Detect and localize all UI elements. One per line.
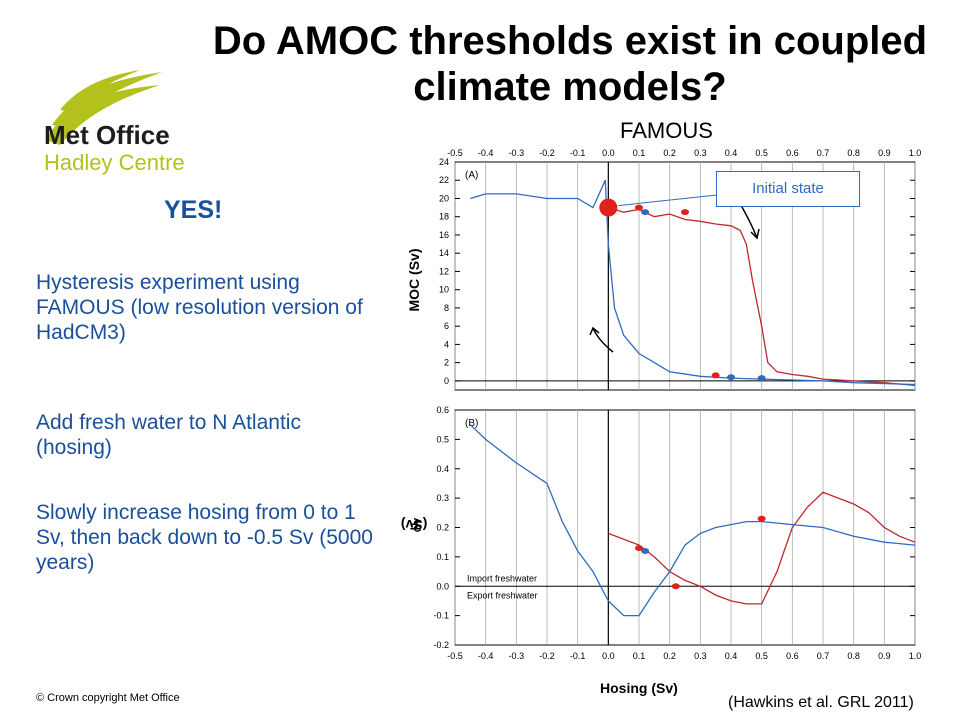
y-tick-label: 4 bbox=[444, 339, 449, 349]
x-tick-label: -0.1 bbox=[570, 651, 586, 661]
x-tick-label: 0.8 bbox=[847, 651, 860, 661]
description-paragraph: Add fresh water to N Atlantic (hosing) bbox=[36, 411, 301, 459]
x-tick-label: 0.1 bbox=[633, 651, 646, 661]
y-tick-label: 16 bbox=[439, 230, 449, 240]
series-line-increasing bbox=[608, 491, 916, 605]
data-marker bbox=[671, 583, 680, 590]
y-tick-label: 20 bbox=[439, 193, 449, 203]
y-tick-label: 0.3 bbox=[436, 493, 449, 503]
page-title: Do AMOC thresholds exist in coupled clim… bbox=[212, 19, 928, 109]
y-tick-label: 6 bbox=[444, 321, 449, 331]
data-marker bbox=[757, 515, 766, 522]
arrow-up-head bbox=[589, 326, 600, 336]
x-tick-label: -0.4 bbox=[478, 148, 494, 158]
y-tick-label: 0.4 bbox=[436, 464, 449, 474]
callout-pointer bbox=[618, 194, 718, 207]
data-marker bbox=[635, 545, 643, 552]
y-tick-label: 22 bbox=[439, 175, 449, 185]
data-marker bbox=[711, 372, 720, 379]
citation: (Hawkins et al. GRL 2011) bbox=[728, 694, 914, 711]
x-tick-label: 0.1 bbox=[633, 148, 646, 158]
met-office-logo bbox=[45, 70, 162, 145]
x-tick-label: 0.5 bbox=[755, 651, 768, 661]
y-tick-label: 0 bbox=[444, 376, 449, 386]
description-paragraph: Slowly increase hosing from 0 to 1 Sv, t… bbox=[36, 501, 373, 574]
x-tick-label: 0.7 bbox=[817, 651, 830, 661]
x-tick-label: 0.6 bbox=[786, 651, 799, 661]
x-tick-label: -0.5 bbox=[447, 148, 463, 158]
plot-frame bbox=[454, 409, 916, 646]
y-axis-label-moc: MOC (Sv) bbox=[406, 248, 422, 312]
x-tick-label: 0.2 bbox=[663, 148, 676, 158]
x-tick-label: 0.9 bbox=[878, 651, 891, 661]
x-tick-label: 0.8 bbox=[847, 148, 860, 158]
x-tick-label: 0.3 bbox=[694, 148, 707, 158]
x-axis-label: Hosing (Sv) bbox=[600, 680, 678, 696]
x-tick-label: 0.7 bbox=[817, 148, 830, 158]
y-tick-label: 12 bbox=[439, 266, 449, 276]
y-tick-label: 0.2 bbox=[436, 523, 449, 533]
logo-wordmark: Met Office bbox=[44, 120, 170, 150]
x-tick-label: -0.1 bbox=[570, 148, 586, 158]
data-marker bbox=[635, 204, 643, 211]
panel-label: (A) bbox=[465, 170, 478, 181]
x-tick-label: 0.0 bbox=[602, 148, 615, 158]
y-tick-label: 0.6 bbox=[436, 405, 449, 415]
y-tick-label: 0.0 bbox=[436, 581, 449, 591]
arrow-down-head bbox=[750, 228, 760, 240]
y-tick-label: 0.5 bbox=[436, 434, 449, 444]
x-tick-label: -0.3 bbox=[509, 148, 525, 158]
x-tick-label: 0.6 bbox=[786, 148, 799, 158]
x-tick-label: -0.3 bbox=[509, 651, 525, 661]
x-tick-label: 0.2 bbox=[663, 651, 676, 661]
x-tick-label: 0.4 bbox=[725, 651, 738, 661]
data-marker bbox=[641, 548, 650, 554]
series-line-increasing bbox=[608, 206, 916, 387]
annotation-export: Export freshwater bbox=[467, 590, 538, 600]
y-tick-label: 10 bbox=[439, 285, 449, 295]
x-tick-label: 1.0 bbox=[909, 651, 922, 661]
hysteresis-chart: -0.5 -0.4 -0.3 -0.2 -0.1 0.0 0.1 0.2 0.3 0.4 0.5 0.… bbox=[433, 148, 922, 661]
y-tick-label: 8 bbox=[444, 303, 449, 313]
annotation-import: Import freshwater bbox=[467, 573, 537, 583]
y-axis-label-fov: F OV (Sv) bbox=[400, 517, 428, 534]
x-tick-label: -0.2 bbox=[539, 651, 555, 661]
x-tick-label: 0.5 bbox=[755, 148, 768, 158]
x-tick-label: 0.9 bbox=[878, 148, 891, 158]
y-tick-label: -0.2 bbox=[433, 640, 449, 650]
chart-heading: FAMOUS bbox=[620, 118, 713, 143]
x-tick-label: 0.3 bbox=[694, 651, 707, 661]
copyright: © Crown copyright Met Office bbox=[36, 692, 180, 704]
data-marker bbox=[681, 209, 689, 216]
initial-state-marker bbox=[599, 198, 618, 217]
data-marker bbox=[641, 209, 650, 216]
x-tick-label: 0.4 bbox=[725, 148, 738, 158]
panel-label: (B) bbox=[465, 418, 478, 429]
answer-heading: YES! bbox=[164, 196, 223, 224]
data-marker bbox=[727, 374, 735, 381]
y-tick-label: 18 bbox=[439, 212, 449, 222]
y-tick-label: 24 bbox=[439, 157, 449, 167]
y-tick-label: 0.1 bbox=[436, 552, 449, 562]
x-tick-label: -0.4 bbox=[478, 651, 494, 661]
y-tick-label: -0.1 bbox=[433, 611, 449, 621]
initial-state-callout: Initial state bbox=[716, 171, 860, 207]
arrow-up bbox=[592, 327, 614, 353]
data-marker bbox=[757, 375, 766, 382]
y-tick-label: 14 bbox=[439, 248, 449, 258]
x-tick-label: -0.5 bbox=[447, 651, 463, 661]
series-line-decreasing bbox=[470, 179, 916, 386]
x-tick-label: 1.0 bbox=[909, 148, 922, 158]
x-tick-label: 0.0 bbox=[602, 651, 615, 661]
y-tick-label: 2 bbox=[444, 358, 449, 368]
x-tick-label: -0.2 bbox=[539, 148, 555, 158]
series-line-decreasing bbox=[469, 424, 916, 617]
description-paragraph: Hysteresis experiment using FAMOUS (low … bbox=[36, 271, 363, 344]
logo-subtitle: Hadley Centre bbox=[44, 150, 185, 175]
